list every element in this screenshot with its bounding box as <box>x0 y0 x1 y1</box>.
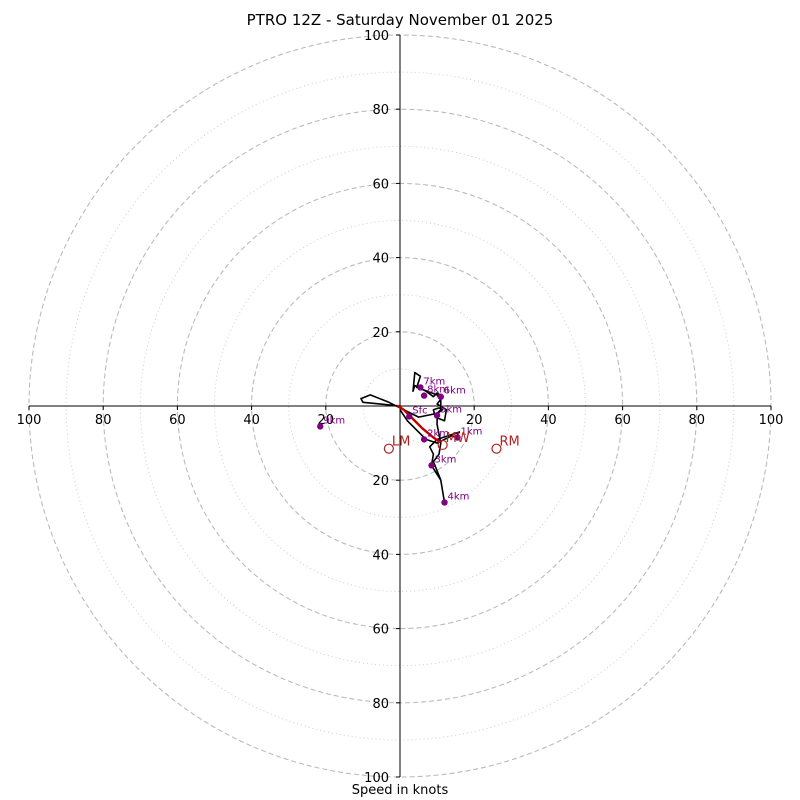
y-tick-label: 40 <box>372 548 389 563</box>
x-tick-label: 100 <box>759 413 784 428</box>
height-marker-label: 5km <box>440 404 462 415</box>
x-axis-label: Speed in knots <box>351 783 449 798</box>
low-level-trace <box>396 404 441 443</box>
height-marker-dot <box>454 434 461 441</box>
y-tick-label: 80 <box>372 103 389 118</box>
storm-motion-marker <box>437 439 448 451</box>
height-marker-dot <box>420 436 428 443</box>
y-tick-label: 100 <box>364 771 389 786</box>
y-tick-label: 100 <box>364 29 389 44</box>
height-marker-label: 7km <box>423 376 445 387</box>
height-marker-label: 1km <box>461 427 483 438</box>
height-marker-dot <box>317 423 324 430</box>
hodograph-trace <box>360 371 461 504</box>
storm-motion-label: LM <box>392 435 410 450</box>
x-tick-label: 100 <box>17 413 42 428</box>
height-marker-dot <box>417 384 424 391</box>
height-marker-label: 4km <box>448 491 470 502</box>
y-tick-label: 60 <box>372 177 389 192</box>
height-marker-label: 9km <box>323 415 345 426</box>
height-marker-label: 8km <box>427 385 449 396</box>
storm-motion-label: MW <box>446 431 470 446</box>
height-marker-dot <box>428 462 435 469</box>
x-tick-label: 40 <box>243 413 260 428</box>
y-tick-label: 60 <box>372 623 389 638</box>
storm-motion-markers: RM LM MW <box>383 431 520 454</box>
height-marker-label: 2km <box>427 428 449 439</box>
x-tick-label: 60 <box>614 413 631 428</box>
height-marker-dot <box>437 393 445 400</box>
y-tick-label: 80 <box>372 697 389 712</box>
height-marker-dot <box>441 499 448 506</box>
height-marker-dot <box>406 413 413 420</box>
height-marker-dot <box>433 412 441 419</box>
height-marker-dot <box>420 392 428 399</box>
y-tick-label: 20 <box>372 474 389 489</box>
storm-motion-label: RM <box>499 435 519 450</box>
x-tick-label: 80 <box>689 413 706 428</box>
y-tick-label: 40 <box>372 252 389 267</box>
storm-motion-marker <box>491 443 502 454</box>
height-marker-label: 3km <box>435 454 457 465</box>
height-marker-label: Sfc <box>412 405 427 416</box>
x-tick-label: 20 <box>466 413 483 428</box>
height-marker-label: 6km <box>444 386 466 397</box>
x-tick-label: 40 <box>540 413 557 428</box>
x-tick-label: 80 <box>95 413 112 428</box>
storm-motion-marker <box>383 443 394 454</box>
x-tick-label: 60 <box>169 413 186 428</box>
wind-traces <box>360 371 461 504</box>
tick-labels: 1001008080606040402020202040406060808010… <box>17 29 784 786</box>
chart-title: PTRO 12Z - Saturday November 01 2025 <box>246 11 554 29</box>
y-tick-label: 20 <box>372 326 389 341</box>
